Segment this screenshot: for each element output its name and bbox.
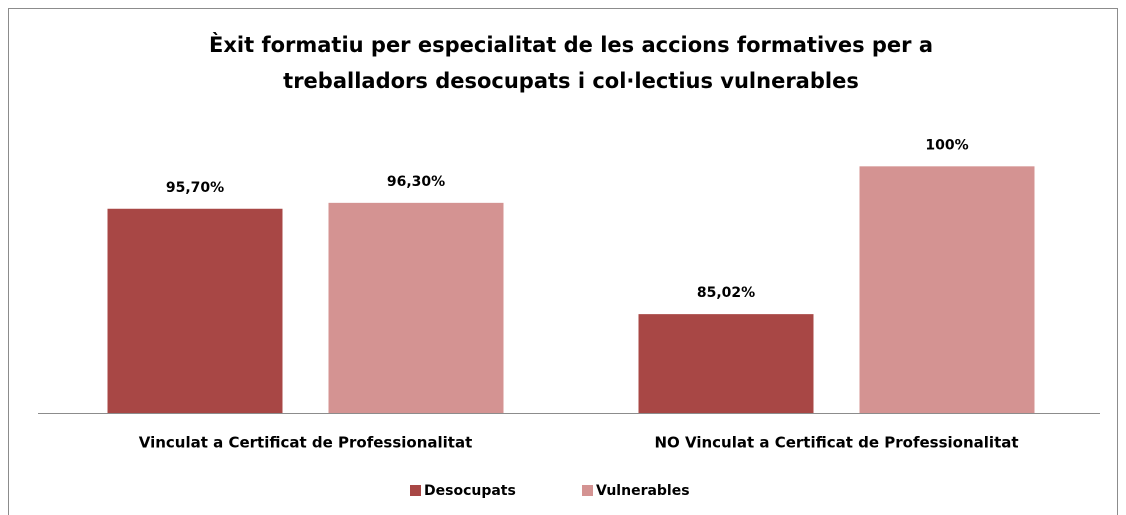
x-tick-label: Vinculat a Certificat de Professionalita… — [139, 434, 473, 452]
legend-label: Desocupats — [424, 483, 516, 499]
bar — [638, 314, 814, 413]
legend-swatch — [410, 485, 421, 496]
data-label: 96,30% — [387, 174, 445, 190]
bar — [107, 208, 283, 413]
x-tick-label: NO Vinculat a Certificat de Professional… — [654, 434, 1018, 452]
chart-title: treballadors desocupats i col·lectius vu… — [283, 69, 859, 93]
data-label: 85,02% — [697, 285, 755, 301]
legend-label: Vulnerables — [596, 483, 690, 499]
data-label: 95,70% — [166, 180, 224, 196]
data-label: 100% — [925, 137, 968, 153]
bar — [328, 202, 504, 413]
chart-title: Èxit formatiu per especialitat de les ac… — [209, 32, 933, 57]
bar — [859, 166, 1035, 413]
legend-swatch — [582, 485, 593, 496]
